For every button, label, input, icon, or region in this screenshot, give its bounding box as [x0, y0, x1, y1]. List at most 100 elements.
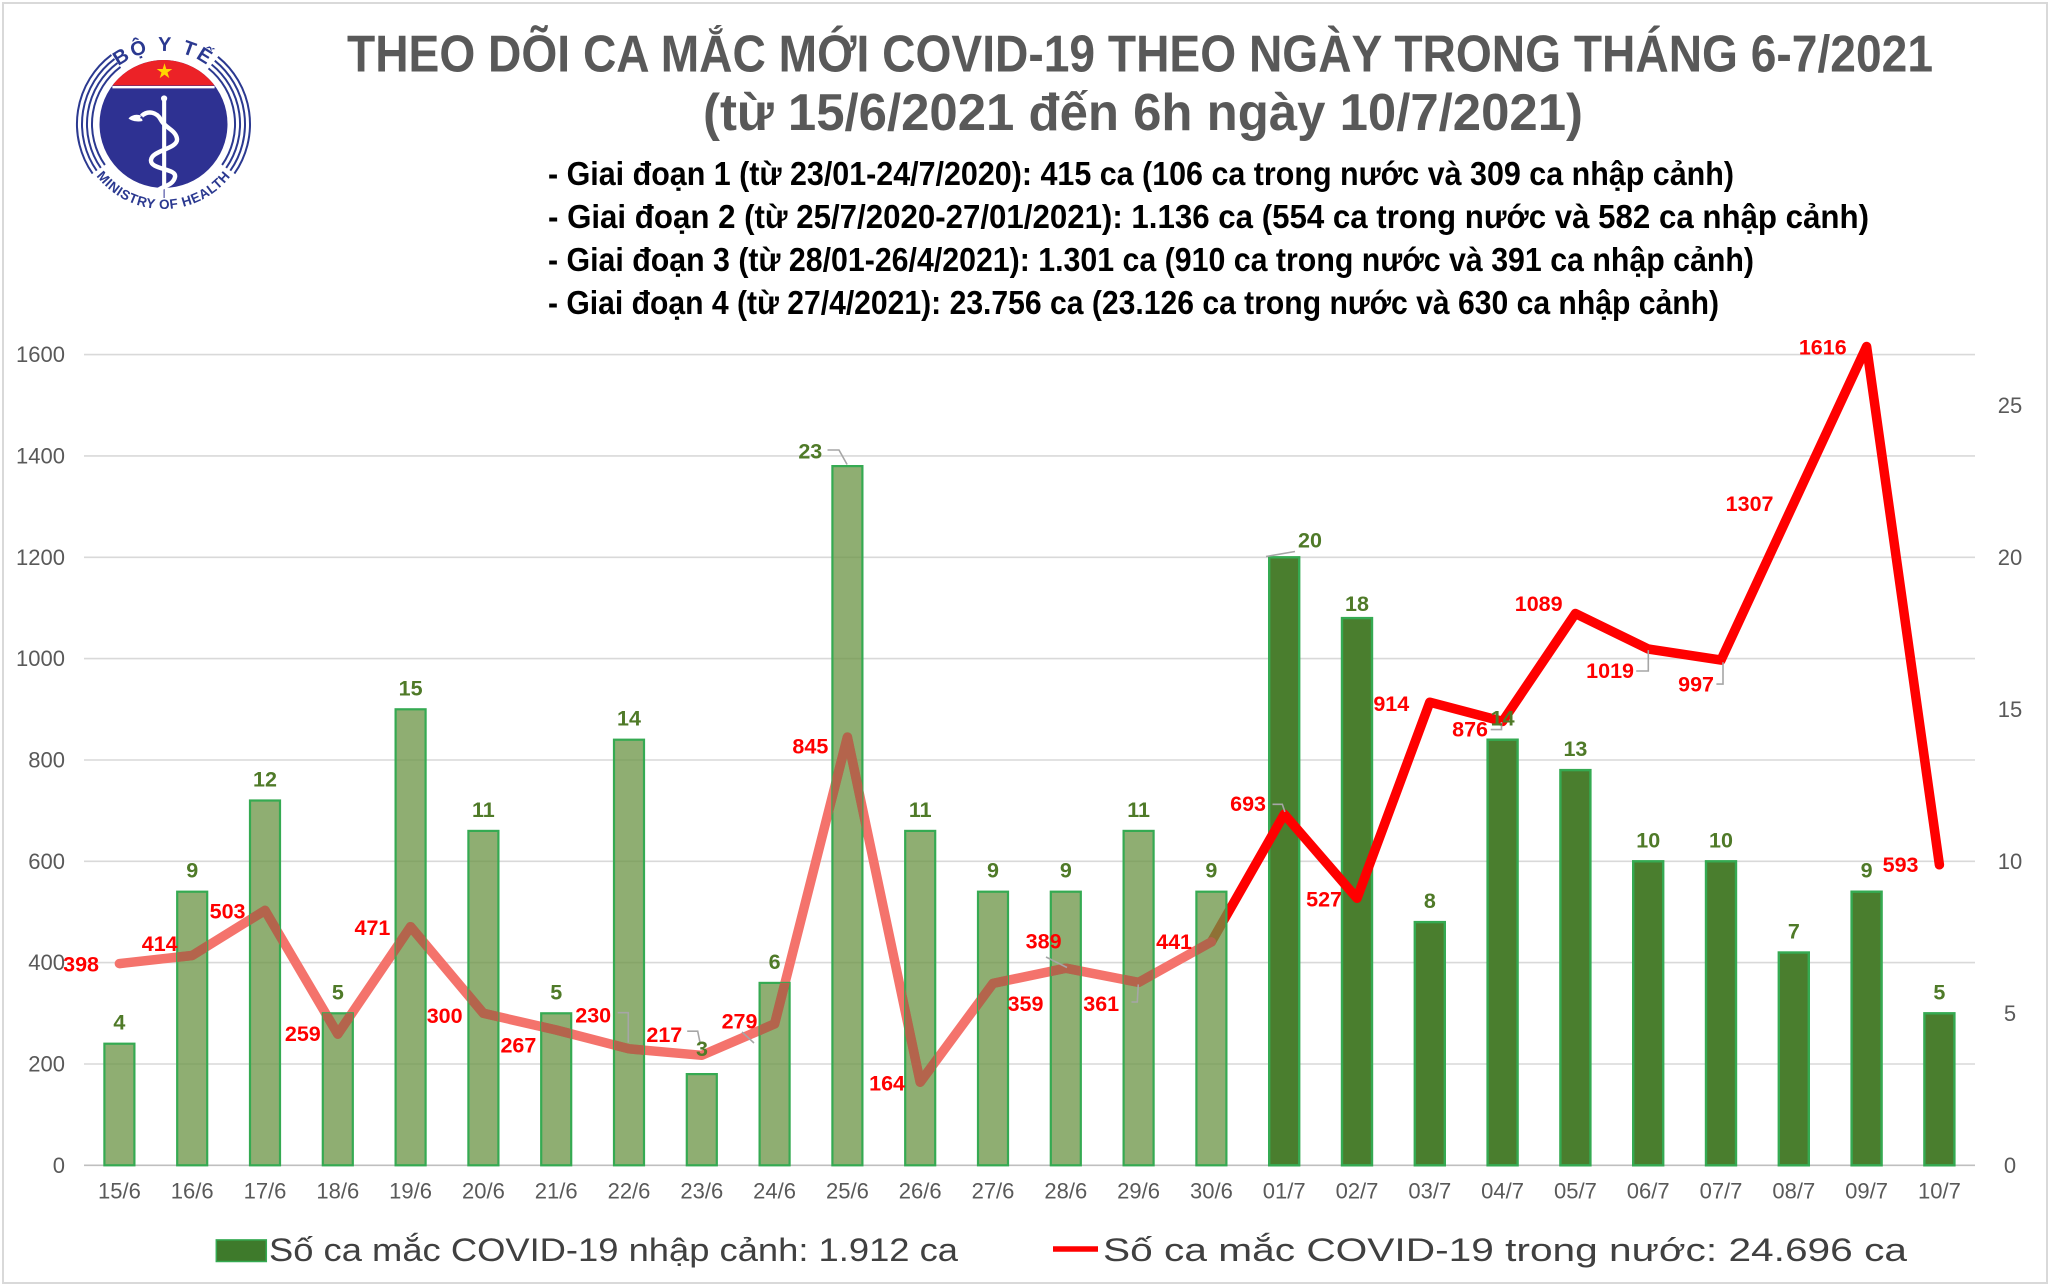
svg-text:19/6: 19/6 [389, 1179, 432, 1204]
svg-text:11: 11 [472, 798, 495, 822]
svg-text:23: 23 [798, 440, 822, 464]
svg-text:1307: 1307 [1726, 492, 1774, 516]
svg-text:600: 600 [28, 849, 65, 874]
svg-text:503: 503 [210, 900, 246, 924]
svg-text:06/7: 06/7 [1627, 1179, 1670, 1204]
svg-text:13: 13 [1563, 737, 1587, 761]
svg-text:164: 164 [869, 1072, 905, 1096]
svg-text:07/7: 07/7 [1700, 1179, 1743, 1204]
svg-text:9: 9 [987, 859, 999, 883]
svg-text:267: 267 [500, 1033, 536, 1057]
svg-text:15: 15 [1998, 697, 2022, 722]
svg-text:17/6: 17/6 [244, 1179, 287, 1204]
svg-text:18/6: 18/6 [316, 1179, 359, 1204]
svg-text:04/7: 04/7 [1481, 1179, 1524, 1204]
svg-text:27/6: 27/6 [972, 1179, 1015, 1204]
svg-text:28/6: 28/6 [1044, 1179, 1087, 1204]
svg-text:0: 0 [2004, 1153, 2016, 1178]
svg-text:10: 10 [1998, 849, 2022, 874]
svg-text:200: 200 [28, 1052, 65, 1077]
svg-text:527: 527 [1306, 888, 1342, 912]
svg-text:3: 3 [696, 1037, 708, 1061]
svg-text:20/6: 20/6 [462, 1179, 505, 1204]
svg-text:0: 0 [53, 1153, 65, 1178]
svg-text:5: 5 [332, 980, 344, 1004]
svg-text:259: 259 [285, 1022, 321, 1046]
svg-text:1616: 1616 [1799, 336, 1847, 360]
svg-text:10: 10 [1636, 828, 1660, 852]
svg-text:05/7: 05/7 [1554, 1179, 1597, 1204]
svg-text:11: 11 [909, 798, 932, 822]
svg-text:1089: 1089 [1515, 592, 1563, 616]
svg-text:230: 230 [575, 1004, 611, 1028]
svg-text:414: 414 [142, 932, 178, 956]
svg-text:997: 997 [1678, 673, 1714, 697]
svg-text:10/7: 10/7 [1918, 1179, 1961, 1204]
svg-text:9: 9 [186, 859, 198, 883]
svg-text:09/7: 09/7 [1845, 1179, 1888, 1204]
svg-text:03/7: 03/7 [1408, 1179, 1451, 1204]
svg-text:30/6: 30/6 [1190, 1179, 1233, 1204]
svg-text:279: 279 [722, 1010, 758, 1034]
svg-text:6: 6 [769, 950, 781, 974]
svg-text:1000: 1000 [16, 646, 65, 671]
svg-text:398: 398 [63, 953, 99, 977]
svg-text:11: 11 [1127, 798, 1150, 822]
svg-text:14: 14 [1491, 707, 1515, 731]
svg-text:08/7: 08/7 [1772, 1179, 1815, 1204]
svg-text:441: 441 [1156, 930, 1192, 954]
svg-text:(từ 15/6/2021 đến 6h ngày 10/7: (từ 15/6/2021 đến 6h ngày 10/7/2021) [703, 84, 1583, 142]
svg-text:12: 12 [253, 768, 277, 792]
svg-text:THEO DÕI CA MẮC MỚI COVID-19 T: THEO DÕI CA MẮC MỚI COVID-19 THEO NGÀY T… [347, 25, 1933, 84]
svg-text:20: 20 [1998, 545, 2022, 570]
svg-text:20: 20 [1298, 529, 1322, 553]
svg-text:693: 693 [1230, 792, 1266, 816]
svg-text:7: 7 [1788, 920, 1800, 944]
svg-text:1400: 1400 [16, 443, 65, 468]
svg-text:471: 471 [355, 916, 391, 940]
svg-text:300: 300 [427, 1004, 463, 1028]
svg-text:5: 5 [2004, 1001, 2016, 1026]
svg-text:25/6: 25/6 [826, 1179, 869, 1204]
svg-text:Số ca mắc COVID-19 trong nước:: Số ca mắc COVID-19 trong nước: 24.696 ca [1103, 1232, 1907, 1268]
svg-text:5: 5 [550, 980, 562, 1004]
svg-text:593: 593 [1883, 853, 1919, 877]
svg-text:29/6: 29/6 [1117, 1179, 1160, 1204]
svg-text:389: 389 [1026, 929, 1062, 953]
svg-text:914: 914 [1373, 692, 1409, 716]
svg-text:Số ca mắc COVID-19 nhập cảnh:: Số ca mắc COVID-19 nhập cảnh: 1.912 ca [269, 1232, 958, 1268]
svg-text:- Giai đoạn 4 (từ 27/4/2021):: - Giai đoạn 4 (từ 27/4/2021): 23.756 ca … [548, 284, 1719, 321]
svg-text:4: 4 [113, 1011, 125, 1035]
svg-text:23/6: 23/6 [680, 1179, 723, 1204]
svg-text:1019: 1019 [1586, 659, 1634, 683]
svg-text:5: 5 [1933, 980, 1945, 1004]
svg-text:8: 8 [1424, 889, 1436, 913]
svg-text:26/6: 26/6 [899, 1179, 942, 1204]
svg-text:800: 800 [28, 748, 65, 773]
svg-text:22/6: 22/6 [608, 1179, 651, 1204]
svg-text:217: 217 [646, 1023, 682, 1047]
svg-text:24/6: 24/6 [753, 1179, 796, 1204]
svg-text:1200: 1200 [16, 545, 65, 570]
svg-text:02/7: 02/7 [1336, 1179, 1379, 1204]
svg-text:15: 15 [399, 676, 423, 700]
svg-text:- Giai đoạn 2 (từ 25/7/2020-27: - Giai đoạn 2 (từ 25/7/2020-27/01/2021):… [548, 198, 1869, 235]
svg-text:400: 400 [28, 950, 65, 975]
svg-text:01/7: 01/7 [1263, 1179, 1306, 1204]
svg-text:359: 359 [1008, 992, 1044, 1016]
svg-text:18: 18 [1345, 592, 1369, 616]
svg-text:25: 25 [1998, 393, 2022, 418]
svg-text:10: 10 [1709, 828, 1733, 852]
svg-text:15/6: 15/6 [98, 1179, 141, 1204]
svg-text:1600: 1600 [16, 342, 65, 367]
svg-text:- Giai đoạn 3 (từ 28/01-26/4/2: - Giai đoạn 3 (từ 28/01-26/4/2021): 1.30… [548, 241, 1754, 278]
svg-text:14: 14 [617, 707, 641, 731]
svg-text:21/6: 21/6 [535, 1179, 578, 1204]
svg-text:9: 9 [1861, 859, 1873, 883]
svg-text:9: 9 [1060, 859, 1072, 883]
svg-text:9: 9 [1205, 859, 1217, 883]
svg-text:845: 845 [792, 735, 828, 759]
svg-text:876: 876 [1452, 718, 1488, 742]
svg-text:361: 361 [1083, 992, 1119, 1016]
svg-text:16/6: 16/6 [171, 1179, 214, 1204]
